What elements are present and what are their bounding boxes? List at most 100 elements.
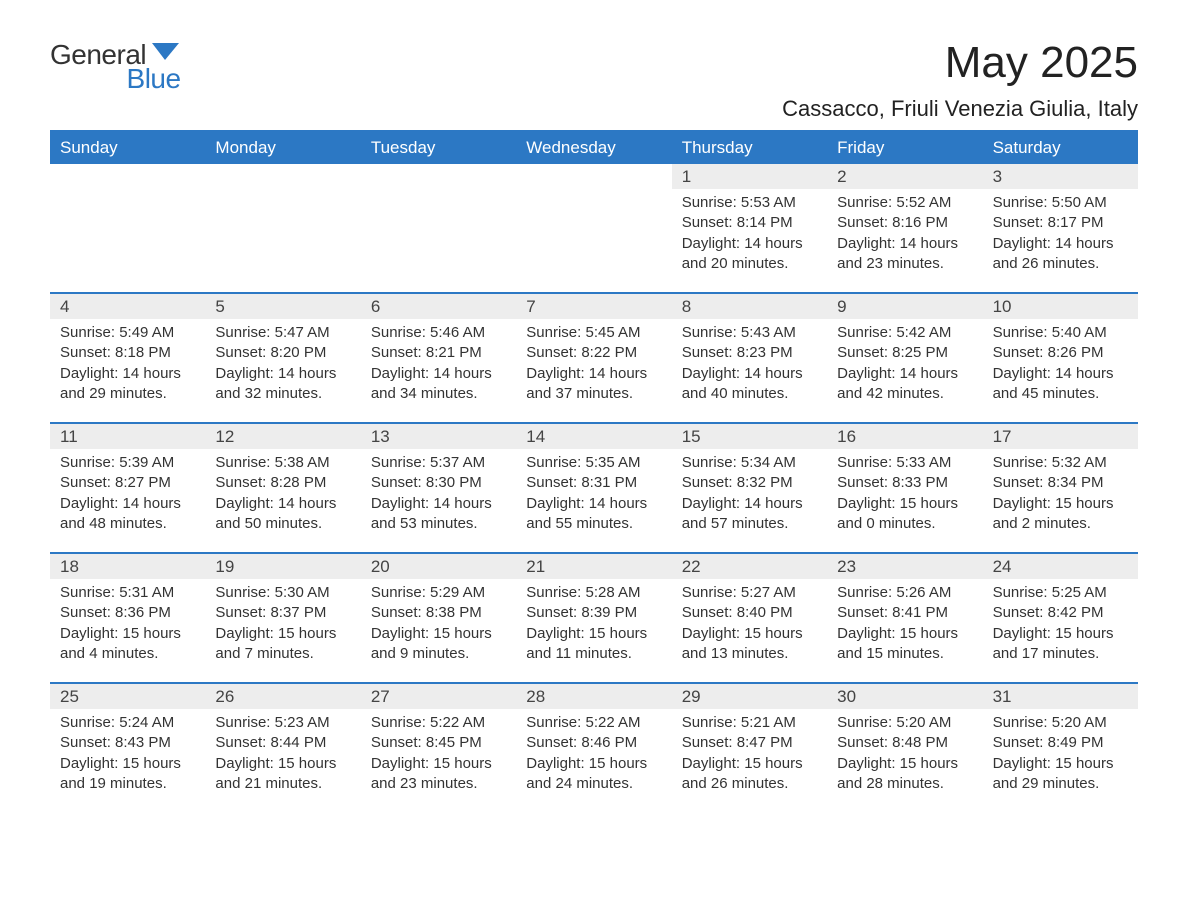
day-details: Sunrise: 5:25 AMSunset: 8:42 PMDaylight:… xyxy=(983,579,1138,664)
calendar-day: 22Sunrise: 5:27 AMSunset: 8:40 PMDayligh… xyxy=(672,554,827,682)
calendar-day: 19Sunrise: 5:30 AMSunset: 8:37 PMDayligh… xyxy=(205,554,360,682)
day-number: 8 xyxy=(672,294,827,319)
page-title: May 2025 xyxy=(782,40,1138,86)
day-number: 24 xyxy=(983,554,1138,579)
sunset-line: Sunset: 8:28 PM xyxy=(215,473,350,493)
day-details: Sunrise: 5:23 AMSunset: 8:44 PMDaylight:… xyxy=(205,709,360,794)
day-number: 28 xyxy=(516,684,671,709)
sunrise-line: Sunrise: 5:52 AM xyxy=(837,193,972,213)
calendar-day: 28 Sunrise: 5:22 AMSunset: 8:46 PMDayligh… xyxy=(516,684,671,812)
day-details: Sunrise: 5:53 AMSunset: 8:14 PMDaylight:… xyxy=(672,189,827,274)
day-number: 13 xyxy=(361,424,516,449)
sunset-line: Sunset: 8:31 PM xyxy=(526,473,661,493)
sunset-line: Sunset: 8:42 PM xyxy=(993,603,1128,623)
day-number: 14 xyxy=(516,424,671,449)
sunrise-line: Sunrise: 5:30 AM xyxy=(215,583,350,603)
day-number: 11 xyxy=(50,424,205,449)
calendar-day-empty xyxy=(361,164,516,292)
calendar: SundayMondayTuesdayWednesdayThursdayFrid… xyxy=(50,130,1138,812)
sunset-line: Sunset: 8:46 PM xyxy=(526,733,661,753)
day-details: Sunrise: 5:27 AMSunset: 8:40 PMDaylight:… xyxy=(672,579,827,664)
day-number: 27 xyxy=(361,684,516,709)
calendar-day: 18Sunrise: 5:31 AMSunset: 8:36 PMDayligh… xyxy=(50,554,205,682)
daylight-line: Daylight: 15 hours and 4 minutes. xyxy=(60,624,195,665)
sunrise-line: Sunrise: 5:24 AM xyxy=(60,713,195,733)
calendar-day-empty xyxy=(205,164,360,292)
sunrise-line: Sunrise: 5:38 AM xyxy=(215,453,350,473)
sunset-line: Sunset: 8:48 PM xyxy=(837,733,972,753)
sunset-line: Sunset: 8:27 PM xyxy=(60,473,195,493)
day-number: 19 xyxy=(205,554,360,579)
daylight-line: Daylight: 15 hours and 28 minutes. xyxy=(837,754,972,795)
calendar-day-empty xyxy=(50,164,205,292)
daylight-line: Daylight: 14 hours and 50 minutes. xyxy=(215,494,350,535)
day-number: 21 xyxy=(516,554,671,579)
weekday-header: Wednesday xyxy=(516,132,671,164)
calendar-day: 29Sunrise: 5:21 AMSunset: 8:47 PMDayligh… xyxy=(672,684,827,812)
daylight-line: Daylight: 14 hours and 23 minutes. xyxy=(837,234,972,275)
day-number: 31 xyxy=(983,684,1138,709)
daylight-line: Daylight: 15 hours and 26 minutes. xyxy=(682,754,817,795)
day-details: Sunrise: 5:21 AMSunset: 8:47 PMDaylight:… xyxy=(672,709,827,794)
sunrise-line: Sunrise: 5:20 AM xyxy=(993,713,1128,733)
day-details: Sunrise: 5:24 AMSunset: 8:43 PMDaylight:… xyxy=(50,709,205,794)
sunrise-line: Sunrise: 5:49 AM xyxy=(60,323,195,343)
sunset-line: Sunset: 8:32 PM xyxy=(682,473,817,493)
calendar-day: 21Sunrise: 5:28 AMSunset: 8:39 PMDayligh… xyxy=(516,554,671,682)
daylight-line: Daylight: 14 hours and 34 minutes. xyxy=(371,364,506,405)
calendar-day: 2Sunrise: 5:52 AMSunset: 8:16 PMDaylight… xyxy=(827,164,982,292)
day-number: 17 xyxy=(983,424,1138,449)
day-number: 18 xyxy=(50,554,205,579)
day-number: 6 xyxy=(361,294,516,319)
sunset-line: Sunset: 8:41 PM xyxy=(837,603,972,623)
location-subtitle: Cassacco, Friuli Venezia Giulia, Italy xyxy=(782,96,1138,122)
daylight-line: Daylight: 14 hours and 32 minutes. xyxy=(215,364,350,405)
calendar-day: 11Sunrise: 5:39 AMSunset: 8:27 PMDayligh… xyxy=(50,424,205,552)
calendar-day: 26Sunrise: 5:23 AMSunset: 8:44 PMDayligh… xyxy=(205,684,360,812)
calendar-day: 9Sunrise: 5:42 AMSunset: 8:25 PMDaylight… xyxy=(827,294,982,422)
sunset-line: Sunset: 8:26 PM xyxy=(993,343,1128,363)
day-details: Sunrise: 5:39 AMSunset: 8:27 PMDaylight:… xyxy=(50,449,205,534)
day-number: 22 xyxy=(672,554,827,579)
day-details: Sunrise: 5:40 AMSunset: 8:26 PMDaylight:… xyxy=(983,319,1138,404)
day-details: Sunrise: 5:34 AMSunset: 8:32 PMDaylight:… xyxy=(672,449,827,534)
sunrise-line: Sunrise: 5:39 AM xyxy=(60,453,195,473)
day-number: 3 xyxy=(983,164,1138,189)
weekday-header: Thursday xyxy=(672,132,827,164)
day-details: Sunrise: 5:33 AMSunset: 8:33 PMDaylight:… xyxy=(827,449,982,534)
sunset-line: Sunset: 8:45 PM xyxy=(371,733,506,753)
calendar-day: 25Sunrise: 5:24 AMSunset: 8:43 PMDayligh… xyxy=(50,684,205,812)
day-details: Sunrise: 5:37 AMSunset: 8:30 PMDaylight:… xyxy=(361,449,516,534)
sunrise-line: Sunrise: 5:22 AM xyxy=(526,713,661,733)
day-number: 5 xyxy=(205,294,360,319)
sunrise-line: Sunrise: 5:28 AM xyxy=(526,583,661,603)
weekday-header: Saturday xyxy=(983,132,1138,164)
daylight-line: Daylight: 14 hours and 55 minutes. xyxy=(526,494,661,535)
day-details: Sunrise: 5:42 AMSunset: 8:25 PMDaylight:… xyxy=(827,319,982,404)
sunset-line: Sunset: 8:38 PM xyxy=(371,603,506,623)
day-details: Sunrise: 5:29 AMSunset: 8:38 PMDaylight:… xyxy=(361,579,516,664)
sunset-line: Sunset: 8:21 PM xyxy=(371,343,506,363)
daylight-line: Daylight: 15 hours and 19 minutes. xyxy=(60,754,195,795)
day-number: 2 xyxy=(827,164,982,189)
daylight-line: Daylight: 14 hours and 53 minutes. xyxy=(371,494,506,535)
day-details: Sunrise: 5:35 AMSunset: 8:31 PMDaylight:… xyxy=(516,449,671,534)
calendar-day: 12Sunrise: 5:38 AMSunset: 8:28 PMDayligh… xyxy=(205,424,360,552)
day-number: 16 xyxy=(827,424,982,449)
calendar-day: 14Sunrise: 5:35 AMSunset: 8:31 PMDayligh… xyxy=(516,424,671,552)
daylight-line: Daylight: 15 hours and 24 minutes. xyxy=(526,754,661,795)
sunrise-line: Sunrise: 5:50 AM xyxy=(993,193,1128,213)
daylight-line: Daylight: 15 hours and 15 minutes. xyxy=(837,624,972,665)
calendar-week: 25Sunrise: 5:24 AMSunset: 8:43 PMDayligh… xyxy=(50,682,1138,812)
calendar-week: 18Sunrise: 5:31 AMSunset: 8:36 PMDayligh… xyxy=(50,552,1138,682)
sunset-line: Sunset: 8:33 PM xyxy=(837,473,972,493)
sunrise-line: Sunrise: 5:20 AM xyxy=(837,713,972,733)
sunset-line: Sunset: 8:30 PM xyxy=(371,473,506,493)
daylight-line: Daylight: 15 hours and 11 minutes. xyxy=(526,624,661,665)
day-details: Sunrise: 5:50 AMSunset: 8:17 PMDaylight:… xyxy=(983,189,1138,274)
sunrise-line: Sunrise: 5:47 AM xyxy=(215,323,350,343)
calendar-day: 3Sunrise: 5:50 AMSunset: 8:17 PMDaylight… xyxy=(983,164,1138,292)
sunset-line: Sunset: 8:18 PM xyxy=(60,343,195,363)
sunrise-line: Sunrise: 5:23 AM xyxy=(215,713,350,733)
title-block: May 2025 Cassacco, Friuli Venezia Giulia… xyxy=(782,40,1138,122)
